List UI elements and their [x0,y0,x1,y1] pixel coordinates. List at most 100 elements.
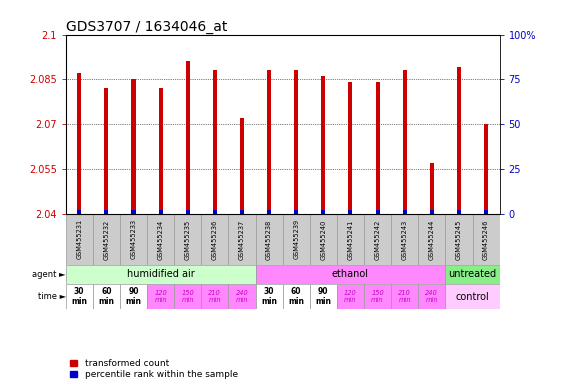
Bar [283,214,309,265]
Bar [255,284,283,309]
Bar [457,68,461,214]
Bar [77,73,81,214]
Bar [240,118,244,214]
Text: 30
min: 30 min [261,287,277,306]
Text: GSM455243: GSM455243 [401,219,408,260]
Text: 240
min: 240 min [236,290,248,303]
Text: GSM455245: GSM455245 [456,219,462,260]
Text: 60
min: 60 min [98,287,114,306]
Bar [348,83,352,214]
Bar [391,214,418,265]
Bar [445,284,500,309]
Bar [445,214,473,265]
Bar [294,210,298,214]
Bar [267,210,271,214]
Text: control: control [456,291,489,301]
Text: GSM455231: GSM455231 [76,219,82,260]
Bar [283,284,309,309]
Bar [348,210,352,214]
Text: 150
min: 150 min [371,290,384,303]
Bar [213,70,217,214]
Text: GSM455233: GSM455233 [130,219,136,260]
Text: 120
min: 120 min [154,290,167,303]
Bar [147,214,174,265]
Legend: transformed count, percentile rank within the sample: transformed count, percentile rank withi… [70,359,238,379]
Bar [418,284,445,309]
Text: time ►: time ► [38,292,66,301]
Bar [445,265,500,284]
Bar [376,210,380,214]
Bar [147,284,174,309]
Bar [202,284,228,309]
Bar [66,214,93,265]
Bar [294,70,298,214]
Text: GSM455232: GSM455232 [103,219,110,260]
Text: GSM455236: GSM455236 [212,219,218,260]
Text: GDS3707 / 1634046_at: GDS3707 / 1634046_at [66,20,227,33]
Bar [337,214,364,265]
Bar [267,70,271,214]
Bar [418,214,445,265]
Text: humidified air: humidified air [127,270,195,280]
Text: GSM455242: GSM455242 [375,219,381,260]
Bar [473,214,500,265]
Text: 60
min: 60 min [288,287,304,306]
Bar [309,284,337,309]
Bar [240,210,244,214]
Text: 90
min: 90 min [126,287,142,306]
Bar [376,83,380,214]
Text: 150
min: 150 min [182,290,194,303]
Bar [159,88,163,214]
Bar [457,210,461,214]
Bar [364,214,391,265]
Bar [430,210,434,214]
Text: untreated: untreated [448,270,497,280]
Bar [202,214,228,265]
Bar [403,210,407,214]
Text: GSM455238: GSM455238 [266,219,272,260]
Bar [120,284,147,309]
Bar [66,284,93,309]
Text: 120
min: 120 min [344,290,357,303]
Bar [186,61,190,214]
Text: 90
min: 90 min [315,287,331,306]
Bar [364,284,391,309]
Text: 210
min: 210 min [208,290,221,303]
Bar [321,76,325,214]
Text: GSM455235: GSM455235 [184,219,191,260]
Bar [104,88,108,214]
Bar [93,214,120,265]
Bar [131,79,135,214]
Bar [337,284,364,309]
Text: GSM455244: GSM455244 [429,219,435,260]
Bar [403,70,407,214]
Bar [309,214,337,265]
Text: 210
min: 210 min [399,290,411,303]
Text: GSM455234: GSM455234 [158,219,164,260]
Bar [159,210,163,214]
Bar [228,214,255,265]
Bar [120,214,147,265]
Text: GSM455246: GSM455246 [483,219,489,260]
Bar [93,284,120,309]
Bar [174,214,202,265]
Text: agent ►: agent ► [32,270,66,279]
Bar [255,214,283,265]
Text: GSM455241: GSM455241 [347,219,353,260]
Bar [430,163,434,214]
Bar [66,265,255,284]
Text: ethanol: ethanol [332,270,369,280]
Bar [104,210,108,214]
Text: GSM455237: GSM455237 [239,219,245,260]
Bar [186,210,190,214]
Text: 30
min: 30 min [71,287,87,306]
Bar [255,265,445,284]
Bar [484,210,488,214]
Bar [77,210,81,214]
Bar [174,284,202,309]
Text: GSM455239: GSM455239 [293,219,299,260]
Bar [213,210,217,214]
Bar [228,284,255,309]
Text: 240
min: 240 min [425,290,438,303]
Bar [391,284,418,309]
